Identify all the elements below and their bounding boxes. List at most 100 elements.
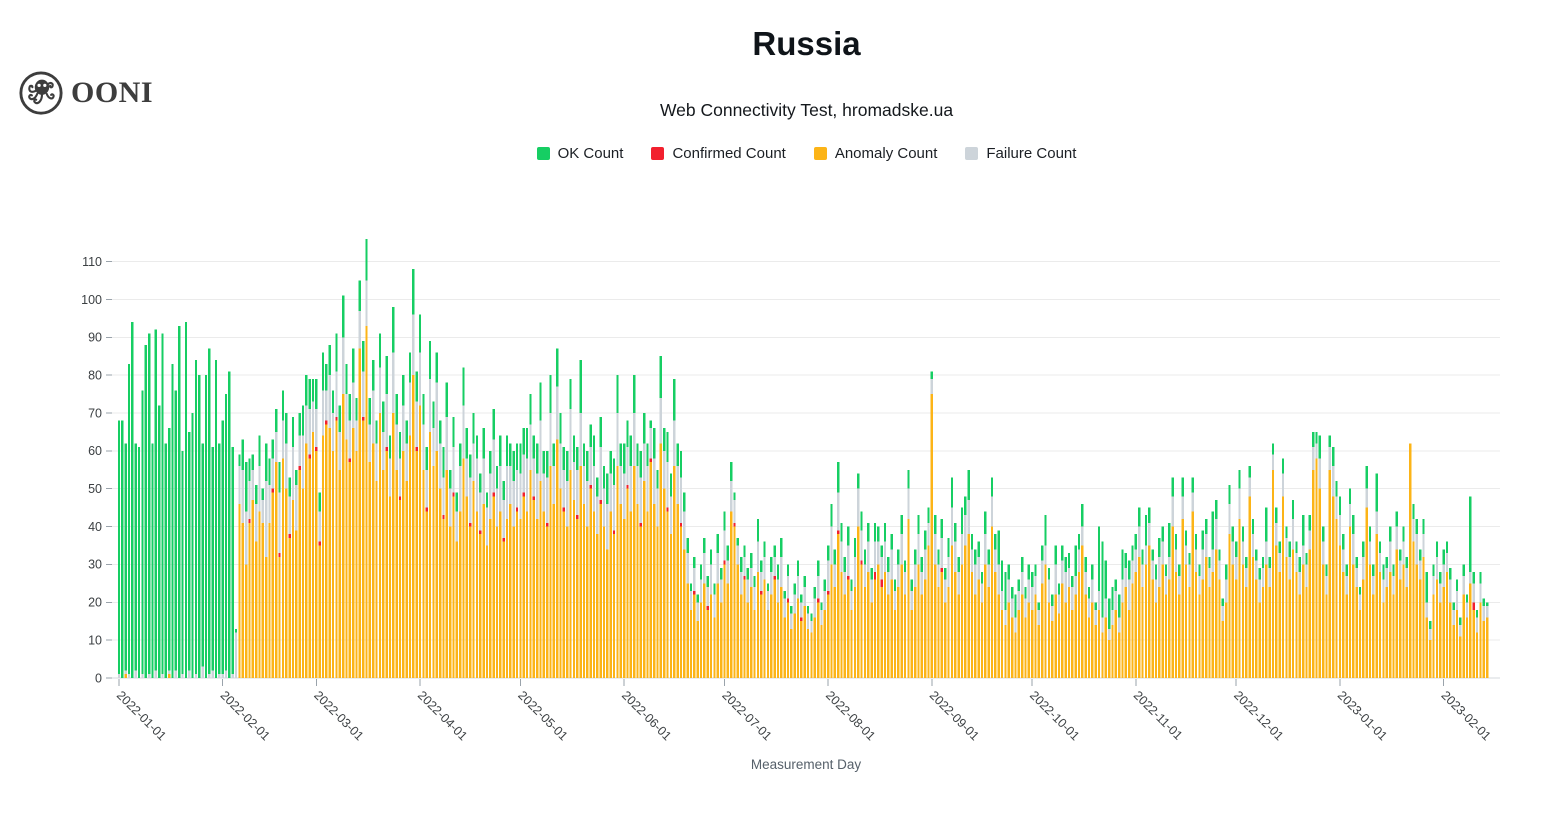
bar-segment[interactable]: [606, 503, 609, 550]
bar-segment[interactable]: [1228, 484, 1231, 504]
bar-segment[interactable]: [542, 450, 545, 474]
bar-segment[interactable]: [438, 443, 442, 489]
bar-segment[interactable]: [1452, 602, 1455, 610]
bar-segment[interactable]: [870, 568, 873, 580]
bar-segment[interactable]: [974, 549, 977, 565]
bar-segment[interactable]: [997, 530, 1000, 565]
bar-segment[interactable]: [352, 382, 355, 429]
bar-segment[interactable]: [626, 420, 629, 448]
bar-segment[interactable]: [1455, 609, 1459, 678]
bar-segment[interactable]: [1091, 602, 1094, 678]
bar-segment[interactable]: [355, 450, 358, 678]
bar-segment[interactable]: [278, 492, 281, 554]
bar-segment[interactable]: [1465, 594, 1469, 603]
bar-segment[interactable]: [1218, 549, 1221, 561]
bar-segment[interactable]: [823, 590, 826, 610]
bar-segment[interactable]: [893, 590, 897, 610]
bar-segment[interactable]: [1154, 564, 1158, 580]
bar-segment[interactable]: [445, 382, 448, 417]
bar-segment[interactable]: [816, 602, 820, 678]
bar-segment[interactable]: [552, 466, 555, 504]
bar-segment[interactable]: [435, 352, 438, 383]
bar-segment[interactable]: [358, 310, 361, 349]
bar-segment[interactable]: [362, 416, 365, 421]
bar-segment[interactable]: [990, 496, 994, 527]
bar-segment[interactable]: [790, 628, 793, 678]
bar-segment[interactable]: [719, 568, 723, 580]
bar-segment[interactable]: [1031, 587, 1034, 610]
bar-segment[interactable]: [449, 469, 452, 489]
bar-segment[interactable]: [736, 564, 739, 678]
bar-segment[interactable]: [432, 466, 435, 678]
bar-segment[interactable]: [679, 526, 683, 678]
bar-segment[interactable]: [850, 590, 853, 610]
bar-segment[interactable]: [716, 534, 719, 554]
bar-segment[interactable]: [1248, 477, 1251, 497]
bar-segment[interactable]: [127, 674, 131, 678]
bar-segment[interactable]: [596, 534, 599, 678]
bar-segment[interactable]: [666, 511, 669, 678]
bar-segment[interactable]: [412, 269, 415, 315]
bar-segment[interactable]: [1074, 594, 1077, 678]
bar-segment[interactable]: [800, 621, 803, 678]
bar-segment[interactable]: [1442, 564, 1445, 588]
bar-segment[interactable]: [556, 439, 559, 678]
bar-segment[interactable]: [1091, 579, 1094, 603]
bar-segment[interactable]: [1241, 564, 1245, 678]
bar-segment[interactable]: [1485, 606, 1489, 618]
bar-segment[interactable]: [1081, 503, 1084, 527]
bar-segment[interactable]: [325, 424, 328, 678]
bar-segment[interactable]: [134, 443, 137, 671]
bar-segment[interactable]: [1047, 602, 1051, 678]
bar-segment[interactable]: [622, 519, 626, 678]
bar-segment[interactable]: [676, 503, 679, 678]
bar-segment[interactable]: [1064, 572, 1067, 603]
bar-segment[interactable]: [549, 466, 552, 678]
bar-segment[interactable]: [1000, 590, 1004, 610]
bar-segment[interactable]: [368, 424, 372, 463]
bar-segment[interactable]: [1017, 590, 1020, 610]
bar-segment[interactable]: [288, 534, 291, 538]
bar-segment[interactable]: [1368, 541, 1372, 565]
bar-segment[interactable]: [475, 458, 479, 512]
bar-segment[interactable]: [281, 458, 285, 678]
bar-segment[interactable]: [281, 390, 285, 421]
bar-segment[interactable]: [1305, 587, 1308, 678]
bar-segment[interactable]: [867, 572, 870, 678]
bar-segment[interactable]: [1024, 598, 1027, 618]
bar-segment[interactable]: [1469, 583, 1472, 678]
bar-segment[interactable]: [1455, 579, 1459, 591]
bar-segment[interactable]: [1375, 534, 1378, 678]
bar-segment[interactable]: [743, 579, 746, 678]
bar-segment[interactable]: [1485, 617, 1489, 678]
bar-segment[interactable]: [1402, 526, 1405, 542]
bar-segment[interactable]: [572, 462, 576, 501]
bar-segment[interactable]: [659, 397, 663, 444]
bar-segment[interactable]: [967, 500, 970, 535]
bar-segment[interactable]: [1141, 587, 1144, 678]
bar-segment[interactable]: [261, 522, 264, 678]
bar-segment[interactable]: [328, 344, 331, 376]
bar-segment[interactable]: [863, 549, 867, 565]
bar-segment[interactable]: [485, 545, 489, 678]
bar-segment[interactable]: [265, 443, 268, 482]
bar-segment[interactable]: [723, 530, 726, 561]
bar-segment[interactable]: [1435, 556, 1439, 580]
bar-segment[interactable]: [552, 503, 555, 678]
bar-segment[interactable]: [208, 674, 211, 678]
bar-segment[interactable]: [1382, 602, 1385, 678]
bar-segment[interactable]: [1087, 617, 1091, 678]
bar-segment[interactable]: [636, 503, 639, 678]
bar-segment[interactable]: [964, 496, 967, 516]
bar-segment[interactable]: [341, 337, 345, 395]
bar-segment[interactable]: [1107, 598, 1111, 629]
bar-segment[interactable]: [729, 511, 733, 678]
bar-segment[interactable]: [987, 564, 990, 588]
bar-segment[interactable]: [1315, 458, 1318, 678]
bar-segment[interactable]: [405, 481, 408, 678]
bar-segment[interactable]: [602, 466, 606, 489]
bar-segment[interactable]: [944, 568, 947, 580]
bar-segment[interactable]: [241, 439, 244, 470]
bar-segment[interactable]: [796, 560, 800, 576]
bar-segment[interactable]: [348, 458, 351, 463]
